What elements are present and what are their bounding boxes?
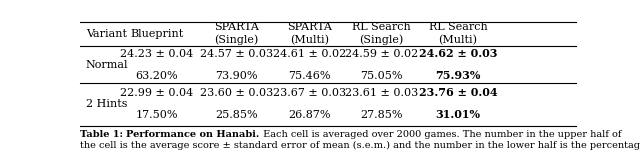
Text: 22.99 ± 0.04: 22.99 ± 0.04 xyxy=(120,88,193,98)
Text: Table 1:: Table 1: xyxy=(80,130,126,139)
Text: 2 Hints: 2 Hints xyxy=(86,99,127,109)
Text: Variant: Variant xyxy=(86,29,127,39)
Text: 75.05%: 75.05% xyxy=(360,71,403,81)
Text: 23.67 ± 0.03: 23.67 ± 0.03 xyxy=(273,88,346,98)
Text: RL Search
(Single): RL Search (Single) xyxy=(352,22,411,45)
Text: 24.57 ± 0.03: 24.57 ± 0.03 xyxy=(200,49,273,59)
Text: Each cell is averaged over 2000 games. The number in the upper half of: Each cell is averaged over 2000 games. T… xyxy=(260,130,621,139)
Text: 23.76 ± 0.04: 23.76 ± 0.04 xyxy=(419,87,497,98)
Text: Performance on Hanabi.: Performance on Hanabi. xyxy=(126,130,260,139)
Text: 17.50%: 17.50% xyxy=(136,110,178,120)
Text: 75.46%: 75.46% xyxy=(288,71,330,81)
Text: RL Search
(Multi): RL Search (Multi) xyxy=(429,22,487,45)
Text: 23.60 ± 0.03: 23.60 ± 0.03 xyxy=(200,88,273,98)
Text: 23.61 ± 0.03: 23.61 ± 0.03 xyxy=(345,88,418,98)
Text: Normal: Normal xyxy=(86,60,129,70)
Text: 24.59 ± 0.02: 24.59 ± 0.02 xyxy=(345,49,418,59)
Text: 24.23 ± 0.04: 24.23 ± 0.04 xyxy=(120,49,193,59)
Text: 63.20%: 63.20% xyxy=(136,71,178,81)
Text: 73.90%: 73.90% xyxy=(215,71,257,81)
Text: 75.93%: 75.93% xyxy=(435,70,481,81)
Text: 26.87%: 26.87% xyxy=(288,110,330,120)
Text: 24.61 ± 0.02: 24.61 ± 0.02 xyxy=(273,49,346,59)
Text: SPARTA
(Multi): SPARTA (Multi) xyxy=(287,22,332,45)
Text: 27.85%: 27.85% xyxy=(360,110,403,120)
Text: 24.62 ± 0.03: 24.62 ± 0.03 xyxy=(419,48,497,59)
Text: Blueprint: Blueprint xyxy=(131,29,184,39)
Text: SPARTA
(Single): SPARTA (Single) xyxy=(214,22,259,45)
Text: 25.85%: 25.85% xyxy=(215,110,257,120)
Text: the cell is the average score ± standard error of mean (s.e.m.) and the number i: the cell is the average score ± standard… xyxy=(80,141,640,151)
Text: 31.01%: 31.01% xyxy=(435,109,481,120)
